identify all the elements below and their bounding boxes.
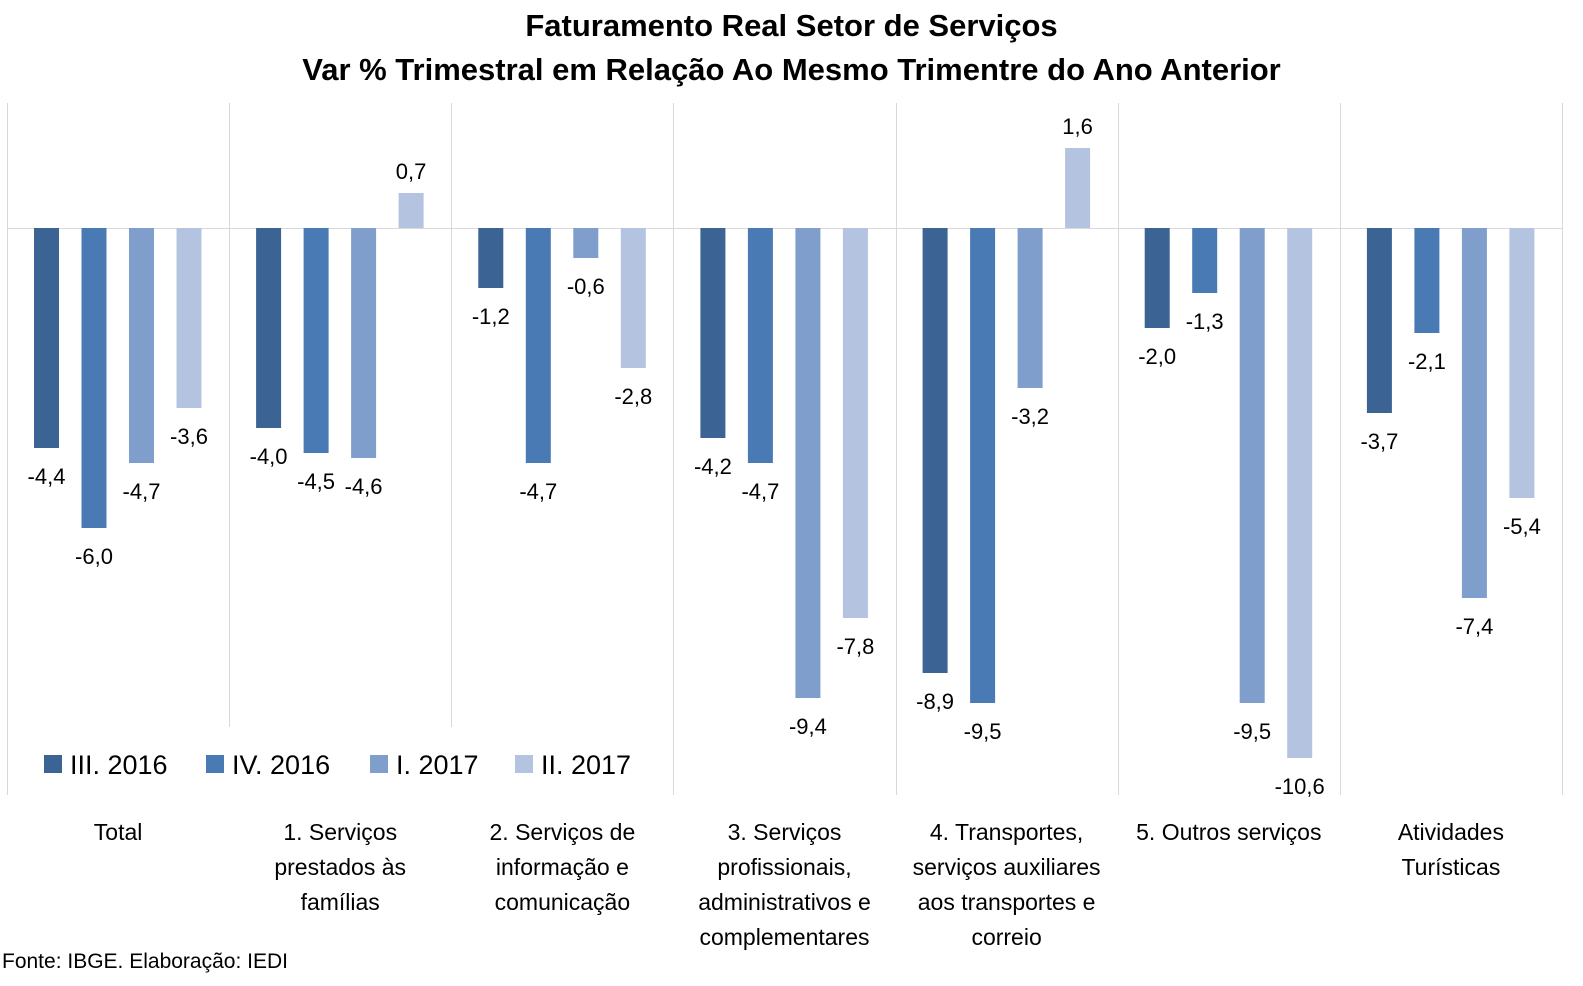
data-label: 1,6	[1062, 114, 1093, 139]
bar	[34, 228, 59, 448]
bar	[620, 228, 646, 368]
data-label: -1,2	[472, 304, 510, 329]
bar	[351, 228, 377, 458]
bar	[129, 228, 154, 463]
bar	[176, 228, 202, 408]
data-label: -7,8	[836, 634, 874, 659]
data-label: -4,5	[297, 469, 335, 494]
bar	[398, 193, 424, 228]
legend-swatch	[206, 755, 224, 773]
data-label: -3,7	[1360, 429, 1398, 454]
bar	[1017, 228, 1043, 388]
category-label: serviços auxiliares	[913, 854, 1101, 880]
bar	[573, 228, 599, 258]
data-label: -4,4	[28, 464, 66, 489]
legend-swatch	[44, 755, 62, 773]
legend-swatch	[370, 755, 388, 773]
chart-title: Faturamento Real Setor de Serviços	[525, 8, 1058, 43]
data-label: -2,8	[614, 384, 652, 409]
legend-label: III. 2016	[70, 750, 168, 780]
category-label: profissionais,	[717, 854, 851, 880]
bar	[970, 228, 996, 703]
bar	[1366, 228, 1392, 413]
category-label: famílias	[301, 889, 380, 915]
legend-label: II. 2017	[541, 750, 631, 780]
data-label: -7,4	[1455, 614, 1493, 639]
bar	[478, 228, 504, 288]
data-label: -4,7	[519, 479, 557, 504]
data-label: -5,4	[1503, 514, 1541, 539]
data-label: -0,6	[567, 274, 605, 299]
bar	[81, 228, 107, 528]
category-label: 1. Serviços	[283, 819, 397, 845]
category-label: Atividades	[1398, 819, 1504, 845]
category-label: prestados às	[274, 854, 406, 880]
data-label: -4,6	[345, 474, 383, 499]
legend-label: IV. 2016	[232, 750, 330, 780]
category-label: Total	[94, 819, 143, 845]
chart-subtitle: Var % Trimestral em Relação Ao Mesmo Tri…	[302, 52, 1281, 87]
legend-swatch	[515, 755, 533, 773]
bar	[795, 228, 821, 698]
data-label: -2,1	[1408, 349, 1446, 374]
category-label: 5. Outros serviços	[1136, 819, 1321, 845]
bar	[922, 228, 948, 673]
bar	[1192, 228, 1218, 293]
data-label: -6,0	[75, 544, 113, 569]
bar	[303, 228, 329, 453]
category-label: informação e	[496, 854, 629, 880]
data-label: -9,4	[789, 714, 827, 739]
category-label: complementares	[699, 924, 869, 950]
data-label: -10,6	[1275, 774, 1325, 799]
data-label: -4,2	[694, 454, 732, 479]
bar	[1509, 228, 1535, 498]
data-label: -1,3	[1186, 309, 1224, 334]
data-label: 0,7	[396, 159, 427, 184]
category-label: comunicação	[495, 889, 631, 915]
bar	[1414, 228, 1440, 333]
bar	[842, 228, 868, 618]
data-label: -4,7	[741, 479, 779, 504]
category-label: correio	[971, 924, 1041, 950]
data-label: -9,5	[1233, 719, 1271, 744]
bar	[1239, 228, 1265, 703]
bar	[700, 228, 726, 438]
category-label: aos transportes e	[918, 889, 1096, 915]
category-label: 4. Transportes,	[930, 819, 1083, 845]
bar	[525, 228, 551, 463]
data-label: -3,6	[170, 424, 208, 449]
category-label: 2. Serviços de	[490, 819, 636, 845]
data-label: -4,0	[250, 444, 288, 469]
bar	[256, 228, 282, 428]
data-label: -9,5	[964, 719, 1002, 744]
data-label: -8,9	[916, 689, 954, 714]
category-label: 3. Serviços	[728, 819, 842, 845]
data-label: -2,0	[1138, 344, 1176, 369]
bar	[747, 228, 773, 463]
bar-chart: -4,4 -4,0 -1,2 -4,2 -8,9 -2,0 -3,7 -6,0 -4,5 -4,7…	[7, 103, 1563, 950]
bar	[1065, 148, 1091, 228]
data-label: -3,2	[1011, 404, 1049, 429]
category-label: administrativos e	[698, 889, 871, 915]
bar	[1287, 228, 1313, 758]
source-note: Fonte: IBGE. Elaboração: IEDI	[2, 950, 288, 973]
data-label: -4,7	[123, 479, 161, 504]
bar	[1144, 228, 1170, 328]
legend-label: I. 2017	[396, 750, 479, 780]
category-label: Turísticas	[1401, 854, 1500, 880]
bar	[1461, 228, 1487, 598]
